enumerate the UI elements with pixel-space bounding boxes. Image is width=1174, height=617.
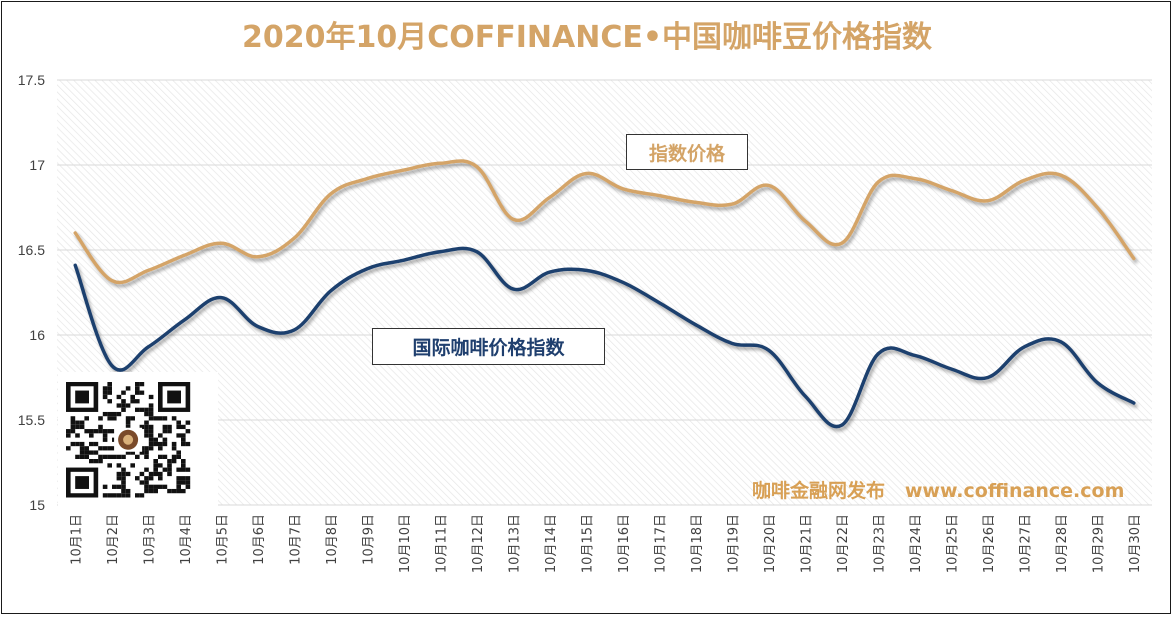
x-tick-label: 10月16日	[617, 514, 632, 573]
x-tick-label: 10月7日	[288, 514, 303, 565]
x-tick-label: 10月17日	[653, 514, 668, 573]
series-label-intl-coffee-index: 国际咖啡价格指数	[372, 328, 605, 365]
x-tick-label: 10月20日	[763, 514, 778, 573]
y-tick-label: 15	[29, 497, 45, 513]
publisher-watermark: 咖啡金融网发布 www.coffinance.com	[752, 480, 1125, 502]
x-tick-label: 10月26日	[982, 514, 997, 573]
x-tick-label: 10月24日	[909, 514, 924, 573]
x-tick-label: 10月6日	[252, 514, 267, 565]
y-tick-label: 16.5	[18, 242, 45, 258]
series-line-index-price	[73, 159, 1136, 285]
qr-code-icon	[66, 382, 191, 498]
x-tick-label: 10月3日	[142, 514, 157, 565]
series-line-intl-coffee-index	[73, 246, 1136, 429]
x-tick-label: 10月29日	[1091, 514, 1106, 573]
series-lines	[73, 159, 1136, 429]
series-label-index-price: 指数价格	[626, 134, 748, 170]
x-tick-label: 10月19日	[726, 514, 741, 573]
x-tick-label: 10月10日	[398, 514, 413, 573]
chart-title: 2020年10月COFFINANCE•中国咖啡豆价格指数	[241, 20, 933, 55]
x-tick-label: 10月8日	[325, 514, 340, 565]
x-tick-label: 10月1日	[69, 514, 84, 565]
x-tick-label: 10月4日	[179, 514, 194, 565]
x-tick-label: 10月15日	[580, 514, 595, 573]
x-tick-label: 10月18日	[690, 514, 705, 573]
y-tick-label: 16	[29, 327, 45, 343]
x-tick-label: 10月9日	[361, 514, 376, 565]
y-tick-label: 17	[29, 157, 45, 173]
y-axis-ticks: 15 15.5 16 16.5 17 17.5	[18, 72, 45, 513]
x-tick-label: 10月30日	[1128, 514, 1143, 573]
x-tick-label: 10月25日	[945, 514, 960, 573]
x-tick-label: 10月13日	[507, 514, 522, 573]
x-tick-label: 10月21日	[799, 514, 814, 573]
y-tick-label: 17.5	[18, 72, 45, 88]
qr-code	[58, 372, 218, 508]
x-tick-label: 10月2日	[106, 514, 121, 565]
x-tick-label: 10月11日	[434, 514, 449, 573]
x-tick-label: 10月14日	[544, 514, 559, 573]
x-tick-label: 10月5日	[215, 514, 230, 565]
x-tick-label: 10月22日	[836, 514, 851, 573]
y-tick-label: 15.5	[18, 412, 45, 428]
x-tick-label: 10月27日	[1018, 514, 1033, 573]
x-tick-label: 10月12日	[471, 514, 486, 573]
x-tick-label: 10月28日	[1055, 514, 1070, 573]
x-tick-label: 10月23日	[872, 514, 887, 573]
x-axis-ticks: 10月1日 10月2日 10月3日 10月4日 10月5日 10月6日 10月7日 10月8日…	[69, 514, 1143, 573]
plot-area	[57, 80, 1152, 505]
